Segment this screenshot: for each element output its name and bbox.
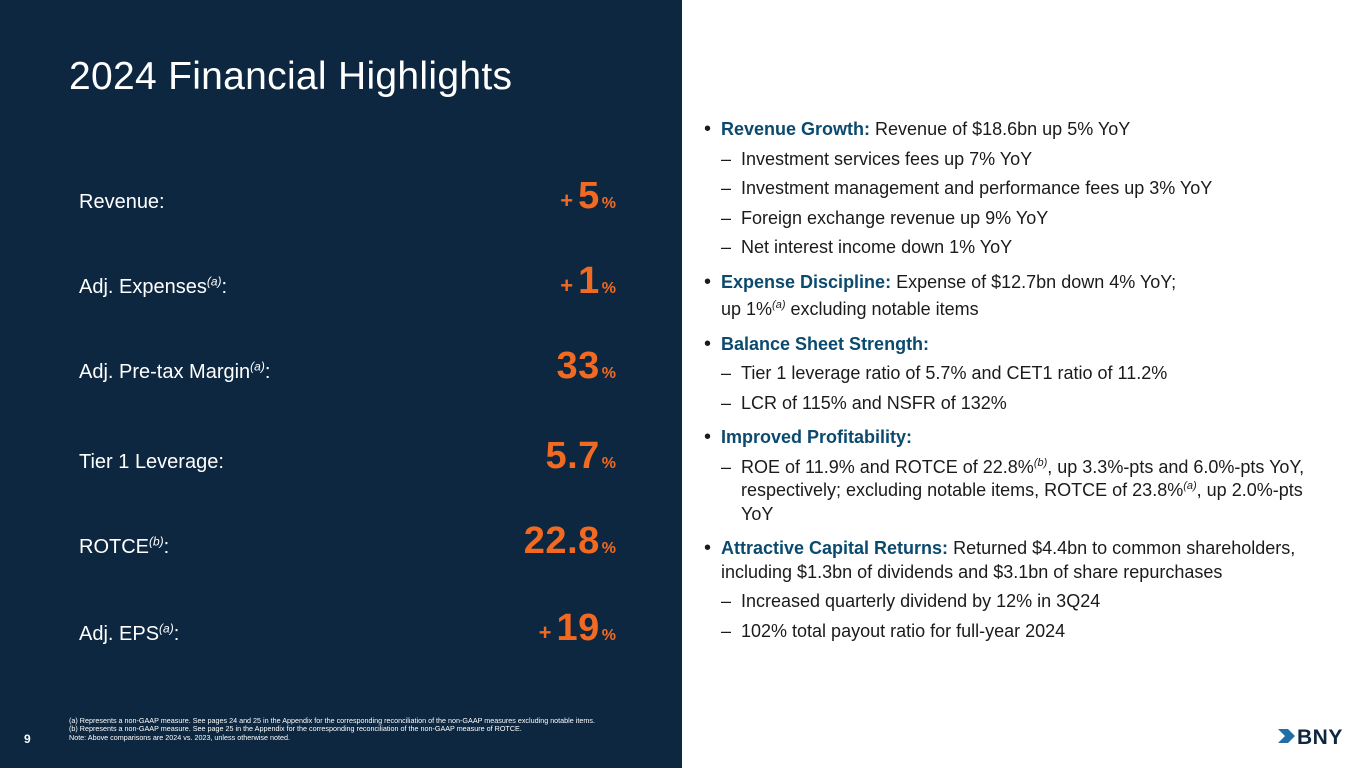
bullet-expense-discipline: Expense Discipline: Expense of $12.7bn d… [704, 271, 1334, 295]
metric-adj-eps: Adj. EPS(a): +19% [79, 592, 616, 652]
metric-tier1-leverage: Tier 1 Leverage: 5.7% [79, 420, 616, 480]
sub-item: Foreign exchange revenue up 9% YoY [704, 207, 1334, 231]
metric-label: Adj. Expenses(a): [79, 274, 228, 298]
metric-adj-expenses: Adj. Expenses(a): +1% [79, 245, 616, 305]
bullet-heading: Expense Discipline: [721, 271, 892, 292]
metric-value: +1% [560, 260, 616, 302]
sub-item: Investment services fees up 7% YoY [704, 148, 1334, 172]
highlights-panel: 2024 Financial Highlights Revenue: +5% A… [0, 0, 682, 768]
metric-value: 5.7% [545, 435, 616, 477]
page-title: 2024 Financial Highlights [69, 55, 513, 98]
page-number: 9 [24, 732, 31, 746]
metric-label: Revenue: [79, 191, 165, 213]
bullet-heading: Improved Profitability: [721, 427, 913, 447]
bullet-heading: Revenue Growth: [721, 119, 871, 139]
footnotes: (a) Represents a non-GAAP measure. See p… [69, 716, 659, 742]
bullet-capital-returns: Attractive Capital Returns: Returned $4.… [704, 537, 1334, 584]
bny-arrow-icon [1278, 729, 1295, 743]
sub-item: LCR of 115% and NSFR of 132% [704, 392, 1334, 416]
bullet-continuation: up 1%(a) excluding notable items [721, 299, 979, 319]
footnote-note: Note: Above comparisons are 2024 vs. 202… [69, 732, 290, 742]
sub-item: Investment management and performance fe… [704, 177, 1334, 201]
sub-item: 102% total payout ratio for full-year 20… [704, 620, 1334, 644]
metric-rotce: ROTCE(b): 22.8% [79, 505, 616, 565]
sub-item: Tier 1 leverage ratio of 5.7% and CET1 r… [704, 362, 1334, 386]
bullet-profitability: Improved Profitability: [704, 426, 1334, 450]
bullet-heading: Balance Sheet Strength: [721, 333, 930, 354]
metric-value: 22.8% [523, 520, 616, 562]
footnote-b: (b) Represents a non-GAAP measure. See p… [69, 724, 522, 734]
metric-label: Tier 1 Leverage: [79, 451, 224, 473]
bullet-heading: Attractive Capital Returns: [721, 538, 949, 558]
metric-label: Adj. Pre-tax Margin(a): [79, 359, 271, 383]
sub-item: Net interest income down 1% YoY [704, 236, 1334, 260]
footnote-a: (a) Represents a non-GAAP measure. See p… [69, 716, 595, 725]
metric-adj-pretax-margin: Adj. Pre-tax Margin(a): 33% [79, 330, 616, 390]
sub-item: ROE of 11.9% and ROTCE of 22.8%(b), up 3… [704, 456, 1334, 527]
highlights-list: Revenue Growth: Revenue of $18.6bn up 5%… [704, 118, 1334, 643]
bullet-revenue-growth: Revenue Growth: Revenue of $18.6bn up 5%… [704, 118, 1334, 142]
metric-value: +5% [560, 175, 616, 217]
metric-revenue: Revenue: +5% [79, 160, 616, 220]
sub-item: Increased quarterly dividend by 12% in 3… [704, 590, 1334, 614]
metric-label: ROTCE(b): [79, 534, 170, 558]
metric-value: +19% [538, 607, 616, 649]
logo-text: BNY [1297, 726, 1343, 749]
bny-logo: BNY [1278, 726, 1342, 749]
metric-value: 33% [556, 345, 616, 387]
bullet-balance-sheet: Balance Sheet Strength: [704, 333, 1334, 357]
metric-label: Adj. EPS(a): [79, 621, 180, 645]
